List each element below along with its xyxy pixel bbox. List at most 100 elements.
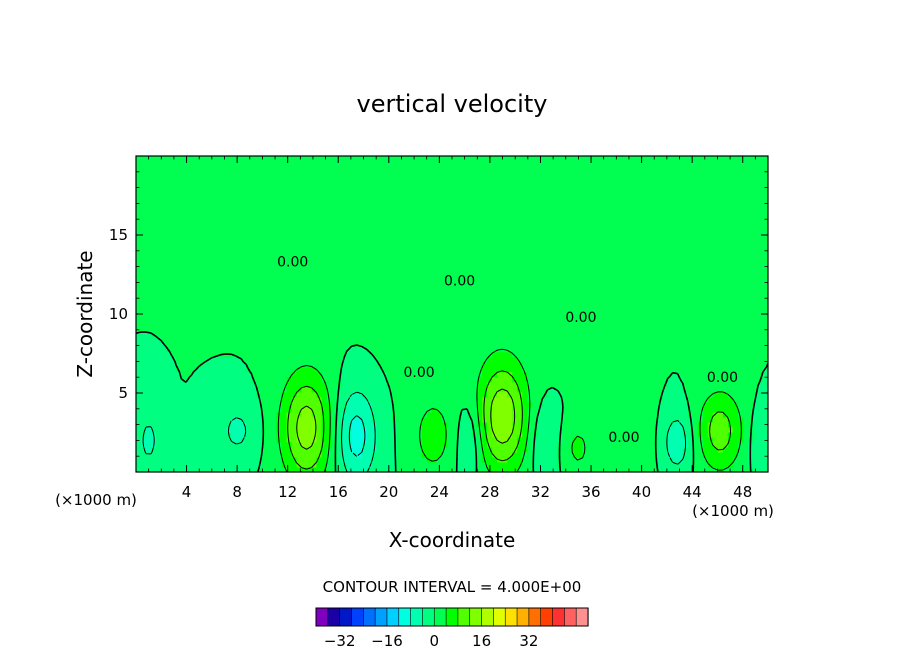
contour-fill-cell <box>136 281 142 288</box>
contour-fill-cell <box>592 406 599 413</box>
contour-fill-cell <box>156 461 162 468</box>
contour-fill-cell <box>171 431 177 438</box>
contour-fill-cell <box>497 321 503 328</box>
contour-fill-cell <box>251 426 257 433</box>
contour-fill-cell <box>156 361 162 368</box>
contour-fill-cell <box>436 421 443 428</box>
contour-fill-cell <box>226 316 232 323</box>
contour-fill-cell <box>492 441 498 448</box>
contour-fill-cell <box>532 416 538 423</box>
contour-fill-cell <box>446 376 453 383</box>
contour-fill-cell <box>196 336 202 343</box>
contour-fill-cell <box>617 456 624 463</box>
contour-fill-cell <box>592 376 599 383</box>
contour-fill-cell <box>416 466 423 472</box>
contour-fill-cell <box>181 451 187 458</box>
contour-fill-cell <box>401 406 408 413</box>
contour-fill-cell <box>326 341 333 348</box>
contour-fill-cell <box>557 331 563 338</box>
contour-fill-cell <box>391 366 398 373</box>
contour-fill-cell <box>136 346 142 353</box>
contour-fill-cell <box>587 326 594 333</box>
contour-fill-cell <box>321 466 328 472</box>
contour-fill-cell <box>577 376 584 383</box>
contour-fill-cell <box>472 301 478 308</box>
contour-fill-cell <box>356 311 363 318</box>
contour-fill-cell <box>467 291 473 298</box>
contour-fill-cell <box>627 336 634 343</box>
contour-fill-cell <box>141 456 147 463</box>
contour-fill-cell <box>146 421 152 428</box>
contour-fill-cell <box>532 296 538 303</box>
contour-fill-cell <box>191 286 197 293</box>
contour-fill-cell <box>411 416 418 423</box>
contour-fill-cell <box>331 321 338 328</box>
contour-fill-cell <box>151 391 157 398</box>
contour-fill-cell <box>527 446 533 453</box>
contour-fill-cell <box>401 426 408 433</box>
contour-fill-cell <box>206 436 212 443</box>
contour-fill-cell <box>271 466 278 472</box>
contour-fill-cell <box>216 381 222 388</box>
contour-fill-cell <box>752 311 759 318</box>
contour-fill-cell <box>426 271 433 277</box>
contour-fill-cell <box>677 326 684 333</box>
contour-fill-cell <box>477 356 483 363</box>
contour-fill-cell <box>627 441 634 448</box>
contour-fill-cell <box>462 461 468 468</box>
contour-fill-cell <box>592 436 599 443</box>
contour-fill-cell <box>752 446 759 453</box>
contour-fill-cell <box>136 331 142 338</box>
contour-fill-cell <box>336 351 343 358</box>
contour-fill-cell <box>141 421 147 428</box>
contour-fill-cell <box>231 356 237 363</box>
contour-fill-cell <box>431 286 438 293</box>
contour-fill-cell <box>597 361 604 368</box>
contour-fill-cell <box>171 376 177 383</box>
contour-fill-cell <box>587 446 594 453</box>
contour-fill-cell <box>642 356 649 363</box>
contour-fill-cell <box>712 366 719 373</box>
contour-fill-cell <box>216 281 222 288</box>
contour-fill-cell <box>236 316 242 323</box>
contour-fill-cell <box>592 466 599 472</box>
contour-fill-cell <box>462 361 468 368</box>
contour-fill-cell <box>652 356 659 363</box>
contour-fill-cell <box>206 286 212 293</box>
contour-fill-cell <box>311 321 318 328</box>
contour-fill-cell <box>441 316 448 323</box>
contour-fill-cell <box>281 346 288 353</box>
contour-fill-cell <box>497 341 503 348</box>
contour-fill-cell <box>366 381 373 388</box>
contour-fill-cell <box>692 296 699 303</box>
contour-fill-cell <box>622 416 629 423</box>
contour-fill-cell <box>697 461 704 468</box>
contour-fill-cell <box>587 391 594 398</box>
contour-fill-cell <box>186 306 192 313</box>
contour-fill-cell <box>667 446 674 453</box>
contour-fill-cell <box>421 371 428 378</box>
contour-fill-cell <box>612 331 619 338</box>
contour-fill-cell <box>592 351 599 358</box>
contour-fill-cell <box>697 311 704 318</box>
contour-fill-cell <box>276 386 283 393</box>
contour-fill-cell <box>176 291 182 298</box>
contour-fill-cell <box>431 316 438 323</box>
contour-fill-cell <box>236 446 242 453</box>
contour-fill-cell <box>537 341 543 348</box>
contour-fill-cell <box>246 406 252 413</box>
contour-fill-cell <box>732 346 739 353</box>
contour-fill-cell <box>742 356 749 363</box>
contour-fill-cell <box>141 361 147 368</box>
contour-fill-cell <box>441 276 448 282</box>
contour-fill-cell <box>732 391 739 398</box>
contour-fill-cell <box>542 371 548 378</box>
contour-fill-cell <box>431 461 438 468</box>
contour-fill-cell <box>607 326 614 333</box>
contour-fill-cell <box>622 381 629 388</box>
contour-fill-cell <box>156 421 162 428</box>
contour-fill-cell <box>306 396 313 403</box>
contour-fill-cell <box>612 291 619 298</box>
contour-fill-cell <box>266 466 273 472</box>
contour-fill-cell <box>306 446 313 453</box>
